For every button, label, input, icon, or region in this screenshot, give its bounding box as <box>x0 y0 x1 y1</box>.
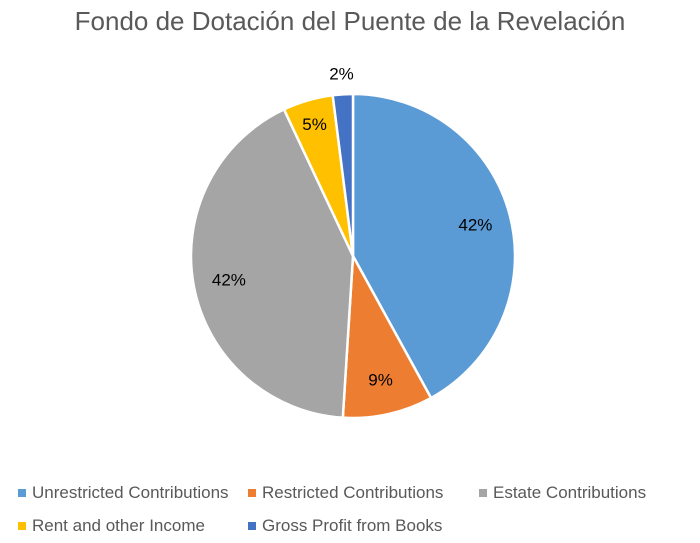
pie-slice-estate-contributions <box>189 108 355 419</box>
legend-item-books: Gross Profit from Books <box>248 516 442 536</box>
chart-title: Fondo de Dotación del Puente de la Revel… <box>74 6 626 36</box>
pie-labels: 42% 9% 42% 5% 2% <box>212 64 493 389</box>
pie-slice-gross-profit-from-books <box>331 92 355 258</box>
legend-row-2: Rent and other Income Gross Profit from … <box>18 509 698 542</box>
pie-slice-restricted-contributions <box>341 254 433 420</box>
pie-data-label: 9% <box>368 370 393 389</box>
legend-label: Unrestricted Contributions <box>32 482 229 502</box>
legend-label: Gross Profit from Books <box>262 515 443 535</box>
legend-item-restricted: Restricted Contributions <box>248 483 479 503</box>
pie-data-label: 2% <box>329 64 354 83</box>
pie-data-label: 5% <box>302 115 327 134</box>
legend: Unrestricted Contributions Restricted Co… <box>18 476 698 542</box>
legend-swatch <box>248 521 256 530</box>
legend-label: Restricted Contributions <box>262 482 444 502</box>
pie-slice-unrestricted-contributions <box>351 92 517 400</box>
legend-swatch <box>18 488 26 497</box>
pie-slices <box>189 92 517 420</box>
legend-item-unrestricted: Unrestricted Contributions <box>18 483 248 503</box>
pie-data-label: 42% <box>212 271 246 290</box>
legend-swatch <box>248 488 256 497</box>
legend-swatch <box>18 521 26 530</box>
pie-data-label: 42% <box>458 216 492 235</box>
legend-row-1: Unrestricted Contributions Restricted Co… <box>18 476 698 509</box>
legend-item-rent: Rent and other Income <box>18 516 248 536</box>
legend-swatch <box>479 488 487 497</box>
legend-label: Estate Contributions <box>493 482 647 502</box>
legend-item-estate: Estate Contributions <box>479 483 646 503</box>
pie-chart: 42% 9% 42% 5% 2% <box>189 64 517 420</box>
legend-label: Rent and other Income <box>32 515 205 535</box>
